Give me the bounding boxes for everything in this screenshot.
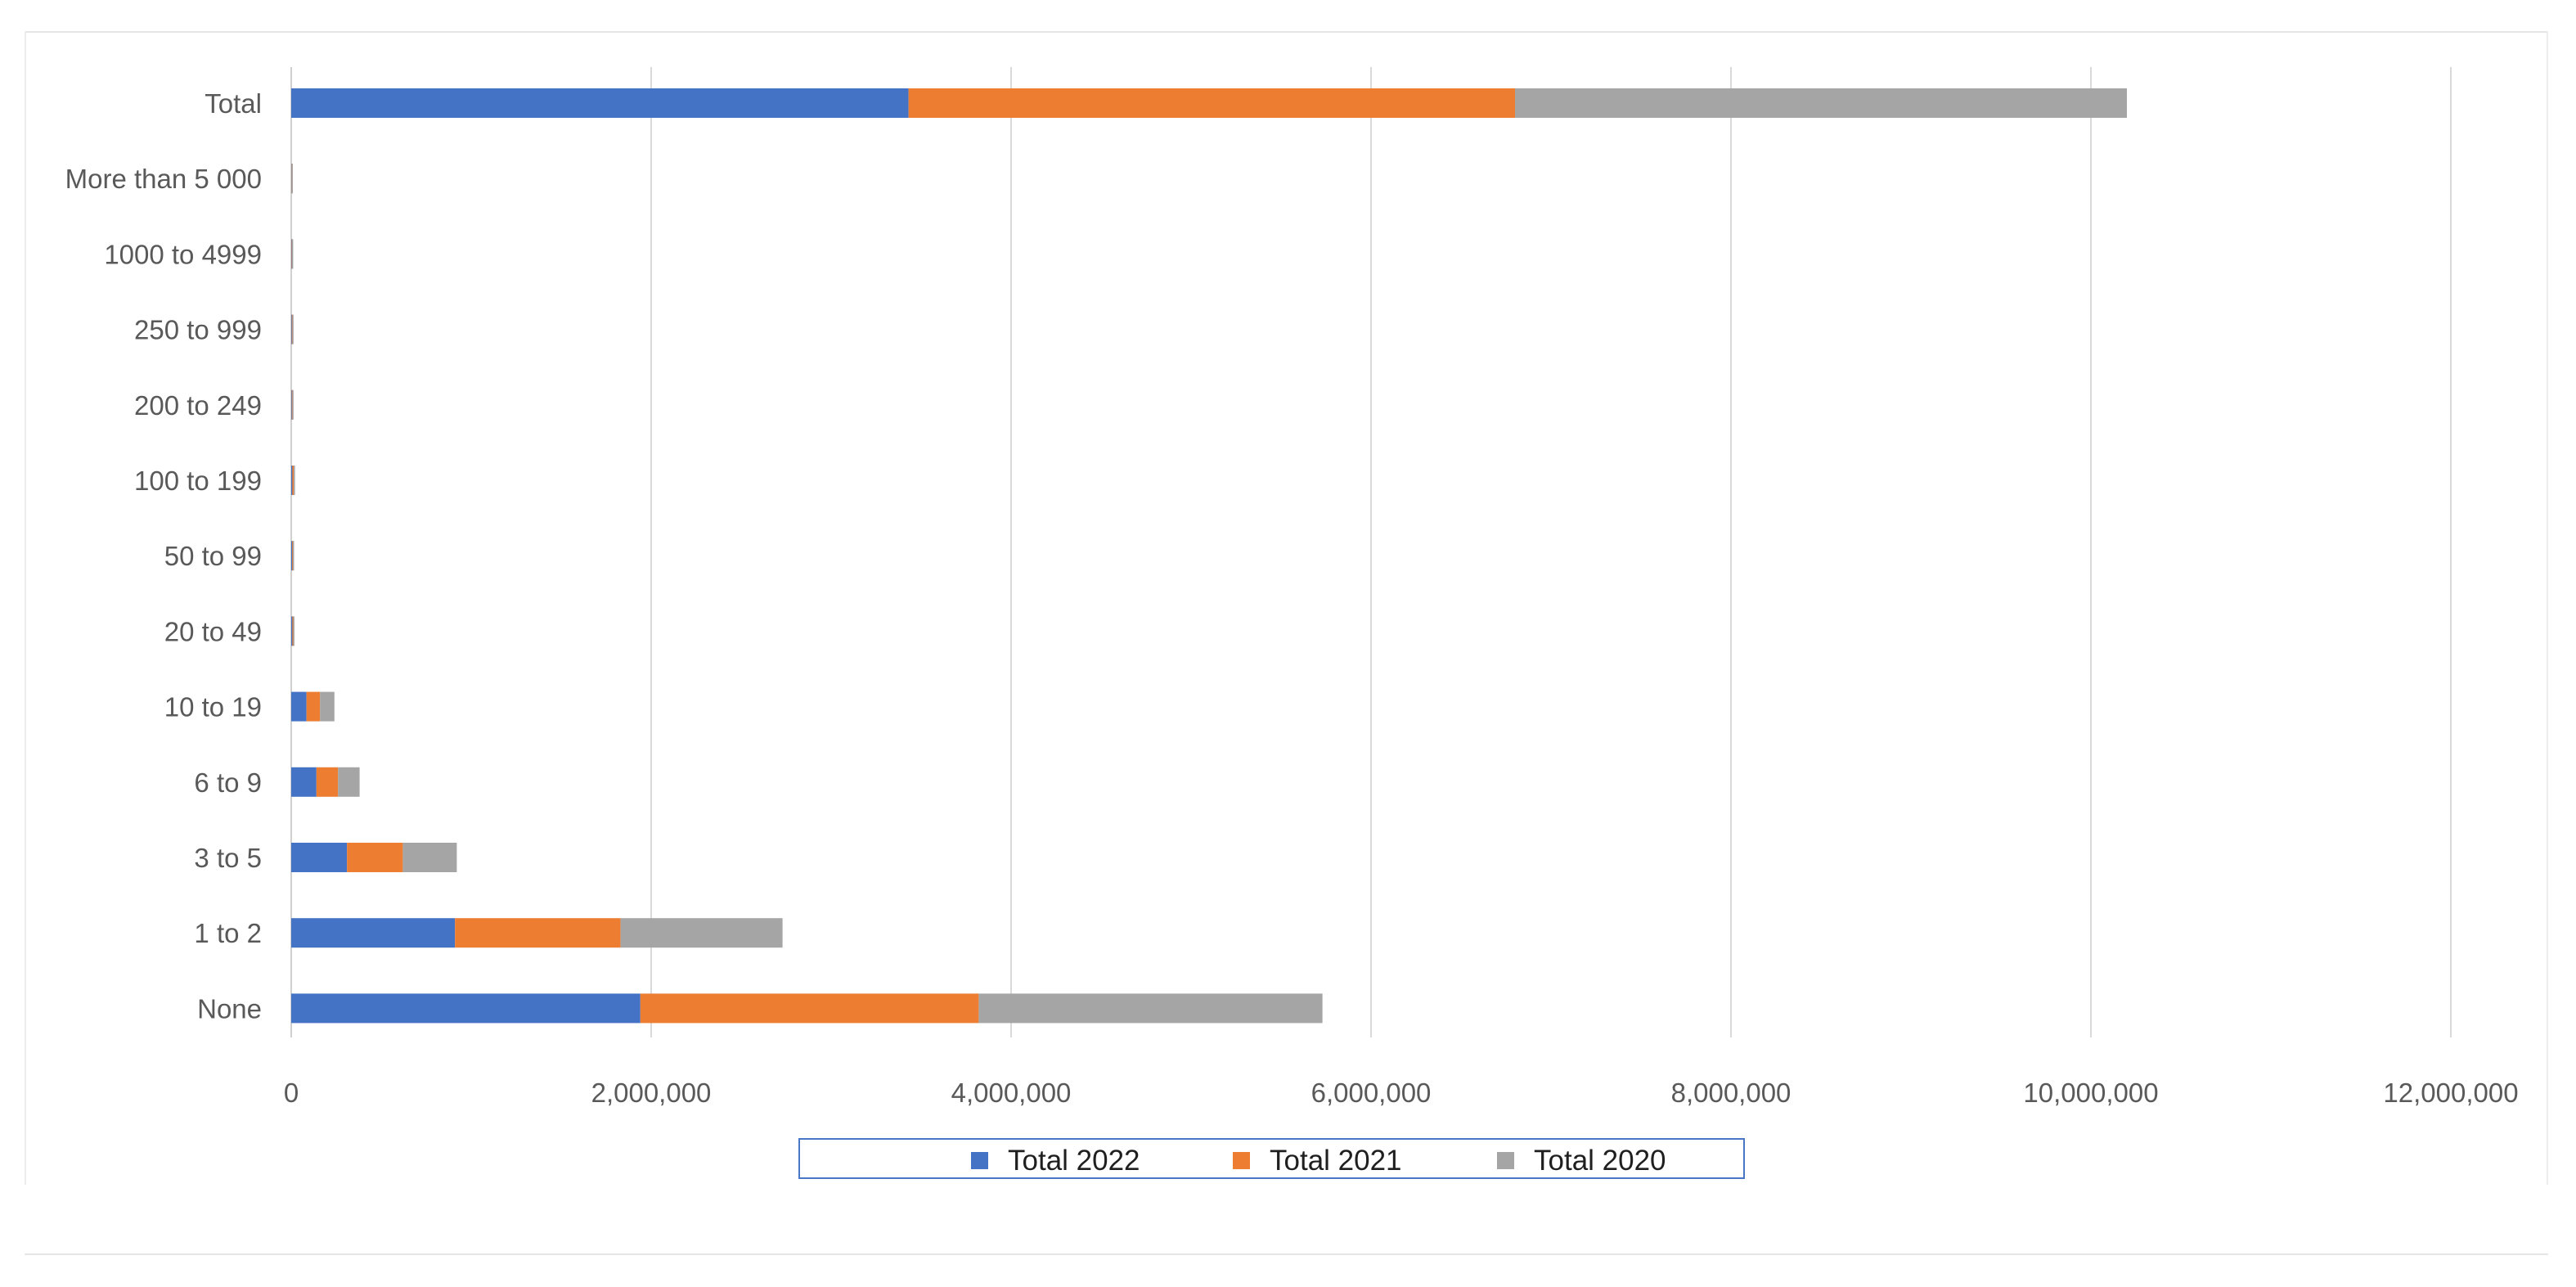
bar-segment	[316, 767, 339, 797]
legend-swatch	[1497, 1152, 1514, 1169]
chart-frame-left	[25, 31, 26, 1185]
bar-segment	[978, 993, 1323, 1024]
bar-segment	[291, 239, 294, 269]
category-label: 3 to 5	[194, 843, 262, 873]
bar-segment	[640, 993, 979, 1024]
bar-segment	[292, 389, 294, 420]
category-label: 6 to 9	[194, 767, 262, 798]
chart-frame-bottom	[25, 1253, 2548, 1255]
bar-segment	[294, 466, 295, 495]
category-label: None	[197, 993, 262, 1024]
bar-segment	[292, 616, 294, 646]
legend-label: Total 2021	[1270, 1145, 1402, 1177]
bar-segment	[291, 843, 348, 872]
bar-segment	[402, 843, 457, 872]
x-tick-label: 2,000,000	[591, 1078, 712, 1108]
category-labels: None 1 to 2 3 to 5 6 to 9 10 to 19 20 to 49 50…	[65, 88, 262, 1024]
bar-segment	[291, 993, 641, 1024]
bar-segment	[291, 918, 456, 948]
bar-segment	[1515, 88, 2127, 118]
category-label: 50 to 99	[164, 541, 262, 571]
x-tick-label: 10,000,000	[2023, 1078, 2158, 1108]
category-label: More than 5 000	[65, 164, 262, 194]
bar-segment	[291, 691, 307, 722]
bar-segment	[291, 164, 293, 194]
category-label: 1 to 2	[194, 918, 262, 948]
bar-segment	[292, 541, 294, 571]
bar-segment	[620, 918, 783, 948]
category-label: 200 to 249	[134, 390, 262, 421]
category-label: 100 to 199	[134, 466, 262, 496]
category-label: Total	[205, 88, 262, 119]
x-tick-label: 4,000,000	[951, 1078, 1072, 1108]
bar-segment	[292, 466, 294, 495]
category-label: 250 to 999	[134, 315, 262, 345]
x-tick-label: 12,000,000	[2383, 1078, 2518, 1108]
bar-segment	[291, 616, 293, 646]
chart-frame-top	[25, 31, 2548, 33]
legend-swatch	[971, 1152, 988, 1169]
chart-frame-right	[2547, 31, 2548, 1185]
legend-label: Total 2020	[1534, 1145, 1666, 1177]
legend-box	[798, 1138, 1745, 1179]
bar-segment	[908, 88, 1515, 118]
bar-segment	[338, 767, 360, 797]
bar-segment	[291, 541, 293, 571]
bars	[291, 88, 2127, 1024]
bar-segment	[292, 314, 294, 344]
legend-label: Total 2022	[1008, 1145, 1140, 1177]
category-label: 20 to 49	[164, 616, 262, 646]
bar-segment	[455, 918, 621, 948]
bar-segment	[291, 88, 909, 118]
legend-swatch	[1233, 1152, 1250, 1169]
bar-segment	[320, 691, 335, 722]
bar-segment	[293, 616, 294, 646]
x-tick-label: 0	[284, 1078, 299, 1108]
bar-segment	[291, 767, 317, 797]
category-label: 1000 to 4999	[104, 239, 262, 269]
bar-segment	[347, 843, 403, 872]
legend: Total 2022 Total 2021 Total 2020	[798, 1138, 1745, 1179]
x-tick-label: 8,000,000	[1671, 1078, 1792, 1108]
bar-segment	[292, 541, 294, 571]
x-tick-label: 6,000,000	[1311, 1078, 1432, 1108]
gridlines	[290, 67, 2452, 1037]
bar-segment	[306, 691, 321, 722]
x-tick-labels: 0 2,000,000 4,000,000 6,000,000 8,000,000 10,…	[284, 1078, 2519, 1108]
category-label: 10 to 19	[164, 692, 262, 722]
bar-segment	[291, 466, 293, 495]
